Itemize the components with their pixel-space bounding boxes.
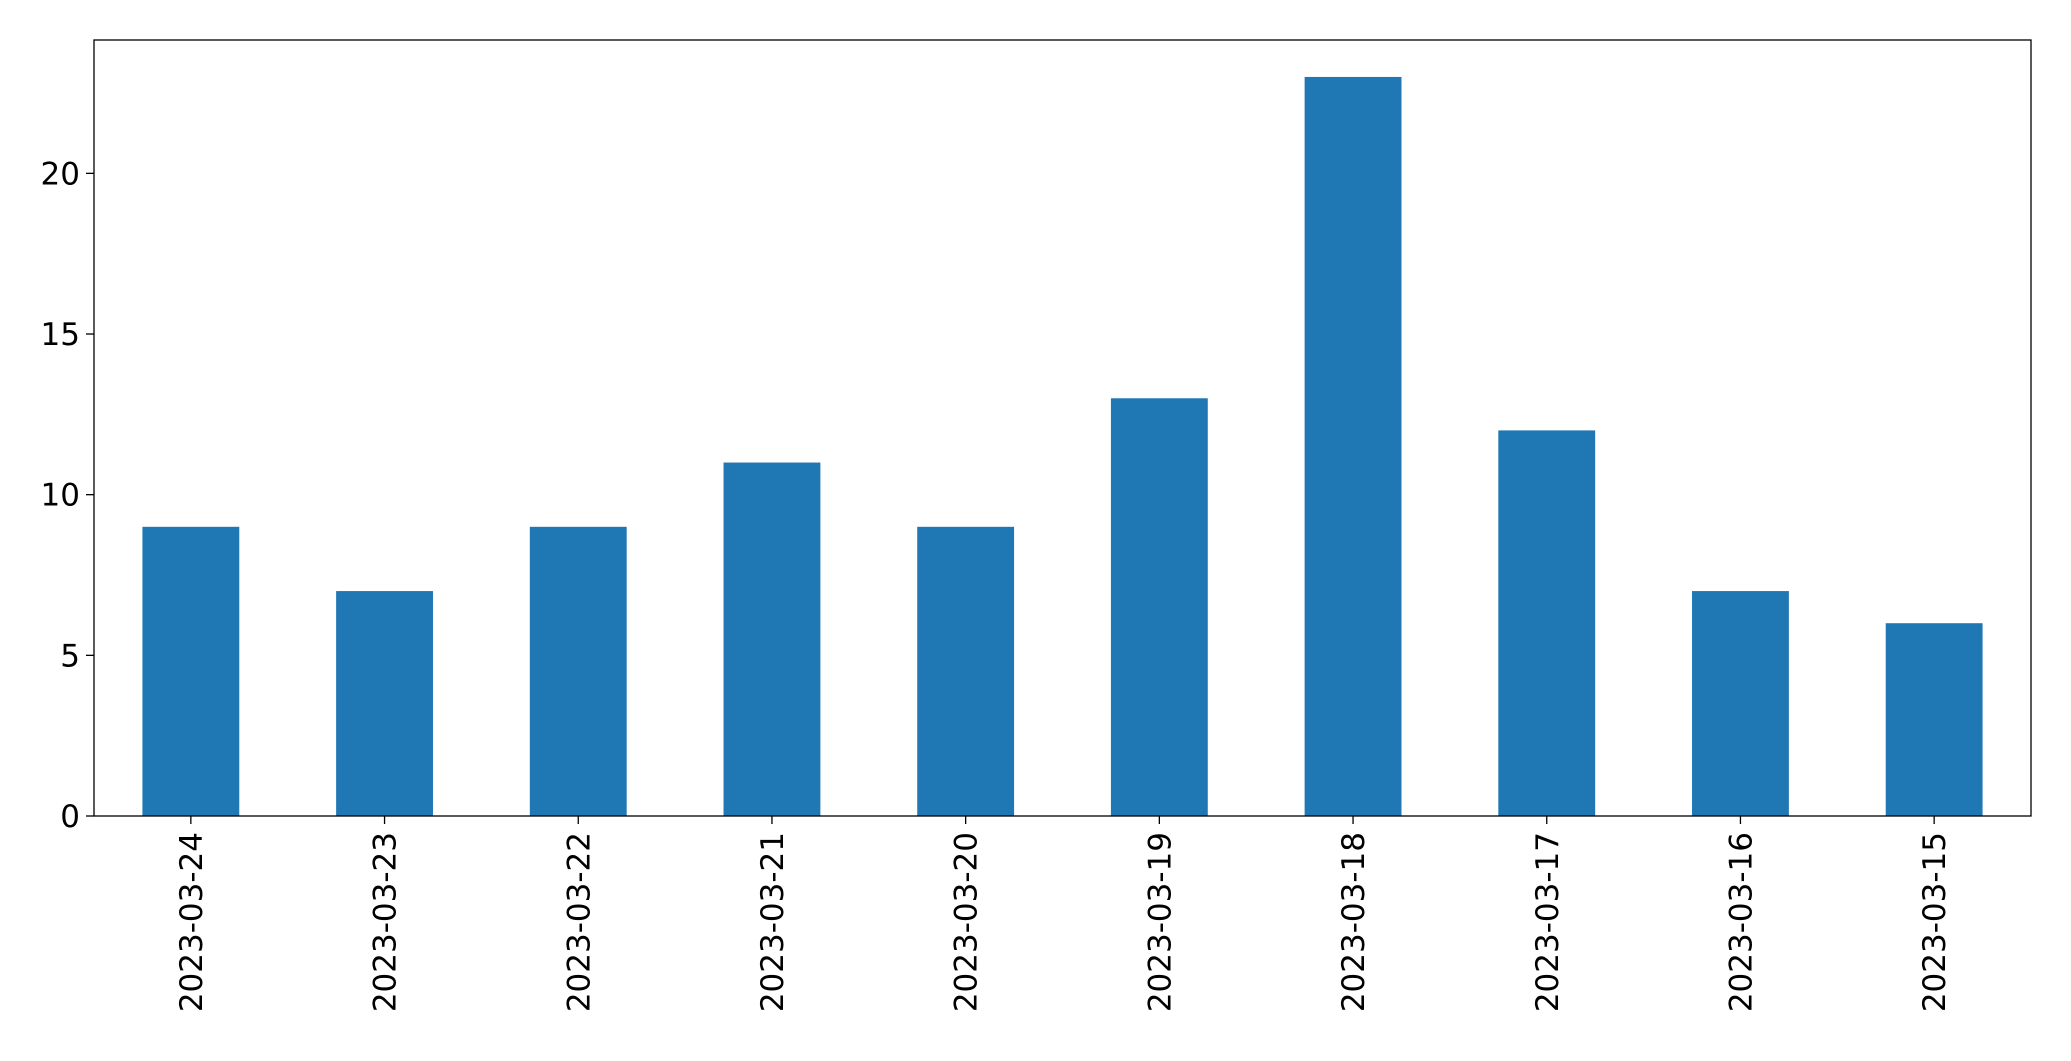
x-tick-label: 2023-03-23 [368,832,404,1012]
x-tick-label: 2023-03-15 [1917,832,1953,1012]
bar [1885,623,1983,816]
x-tick-label: 2023-03-17 [1530,832,1566,1012]
x-tick-label: 2023-03-16 [1723,832,1759,1012]
bar [142,526,240,816]
y-tick-label: 5 [60,638,80,674]
bar [723,462,821,816]
plot-frame [93,39,2032,817]
x-tick-label: 2023-03-22 [561,832,597,1012]
y-tick-label: 20 [41,156,80,192]
bar [1304,76,1402,816]
bar [1498,430,1596,816]
y-tick-label: 0 [60,799,80,835]
x-tick-label: 2023-03-20 [949,832,985,1012]
x-tick-label: 2023-03-19 [1142,832,1178,1012]
bar [917,526,1015,816]
bar [1110,398,1208,816]
bar [529,526,627,816]
x-tick-label: 2023-03-21 [755,832,791,1012]
y-tick-label: 10 [41,478,80,514]
bar [1692,591,1789,816]
y-tick-label: 15 [41,317,80,353]
x-tick-label: 2023-03-24 [174,832,210,1012]
bar [336,591,433,816]
x-tick-label: 2023-03-18 [1336,832,1372,1012]
